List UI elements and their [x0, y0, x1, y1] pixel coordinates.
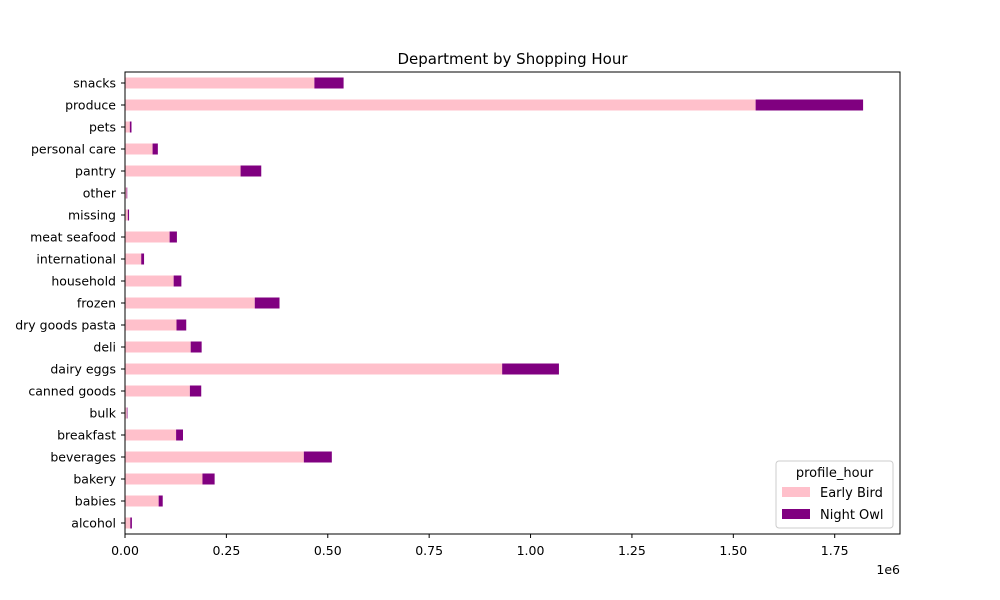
bar-night-owl [202, 473, 215, 485]
bar-early-bird [125, 253, 142, 265]
bar-night-owl [314, 77, 344, 89]
legend: profile_hour Early Bird Night Owl [775, 460, 894, 529]
bar-night-owl [152, 143, 158, 155]
y-tick-label: bakery [73, 472, 116, 487]
y-tick-label: deli [93, 340, 116, 355]
bar-night-owl [141, 253, 145, 265]
bar-night-owl [176, 429, 183, 441]
y-tick-label: alcohol [71, 516, 116, 531]
y-tick-label: household [51, 274, 116, 289]
legend-title: profile_hour [796, 466, 874, 481]
plot-frame [124, 71, 901, 535]
y-tick-label: babies [75, 494, 116, 509]
bar-early-bird [125, 187, 127, 199]
y-tick-label: missing [68, 208, 116, 223]
chart-title: Department by Shopping Hour [397, 50, 628, 68]
y-tick-label: snacks [73, 76, 116, 91]
bars-layer [125, 77, 864, 529]
y-tick-label: produce [65, 98, 116, 113]
y-tick-label: dry goods pasta [15, 318, 116, 333]
bar-early-bird [125, 297, 255, 309]
bar-early-bird [125, 275, 174, 287]
bar-early-bird [125, 495, 159, 507]
bar-night-owl [240, 165, 262, 177]
bar-early-bird [125, 209, 128, 221]
bar-night-owl [303, 451, 332, 463]
y-tick-label: pantry [75, 164, 117, 179]
y-tick-label: pets [89, 120, 116, 135]
legend-label-night-owl: Night Owl [820, 508, 884, 523]
x-tick-label: 1.75 [821, 543, 849, 558]
y-tick-label: personal care [31, 142, 116, 157]
y-tick-label: dairy eggs [50, 362, 116, 377]
y-tick-label: meat seafood [30, 230, 116, 245]
bar-night-owl [129, 121, 132, 133]
bar-night-owl [173, 275, 182, 287]
bar-early-bird [125, 385, 190, 397]
bar-night-owl [189, 385, 202, 397]
x-tick-label: 0.75 [415, 543, 443, 558]
bar-night-owl [190, 341, 202, 353]
legend-swatch-night-owl [782, 509, 810, 519]
x-tick-label: 0.25 [212, 543, 240, 558]
y-tick-label: beverages [50, 450, 116, 465]
bar-early-bird [125, 473, 203, 485]
bar-night-owl [176, 319, 187, 331]
x-tick-label: 1.00 [517, 543, 545, 558]
y-tick-label: breakfast [57, 428, 116, 443]
bar-night-owl [130, 517, 132, 529]
x-axis: 0.00 0.25 0.50 0.75 1.00 1.25 1.50 1.75 [111, 534, 849, 558]
bar-early-bird [125, 99, 756, 111]
bar-night-owl [755, 99, 864, 111]
legend-label-early-bird: Early Bird [820, 486, 883, 501]
bar-night-owl [126, 187, 128, 199]
bar-early-bird [125, 451, 304, 463]
bar-early-bird [125, 517, 131, 529]
y-tick-label: canned goods [28, 384, 116, 399]
x-tick-label: 1.25 [618, 543, 646, 558]
y-tick-label: international [36, 252, 116, 267]
y-axis: alcohol babies bakery beverages breakfast bul… [15, 76, 125, 531]
bar-early-bird [125, 363, 503, 375]
bar-night-owl [254, 297, 280, 309]
bar-early-bird [125, 429, 177, 441]
bar-night-owl [502, 363, 559, 375]
y-tick-label: other [83, 186, 117, 201]
bar-night-owl [158, 495, 163, 507]
y-tick-label: bulk [89, 406, 116, 421]
bar-night-owl [127, 209, 130, 221]
x-tick-label: 0.50 [314, 543, 342, 558]
bar-early-bird [125, 341, 191, 353]
bar-early-bird [125, 407, 127, 419]
bar-early-bird [125, 319, 177, 331]
x-tick-label: 1.50 [719, 543, 747, 558]
bar-night-owl [126, 407, 128, 419]
bar-early-bird [125, 77, 315, 89]
bar-night-owl [169, 231, 177, 243]
bar-early-bird [125, 143, 153, 155]
x-tick-label: 0.00 [111, 543, 139, 558]
legend-swatch-early-bird [782, 487, 810, 497]
bar-early-bird [125, 165, 241, 177]
y-tick-label: frozen [77, 296, 116, 311]
x-axis-offset-label: 1e6 [876, 562, 900, 577]
bar-early-bird [125, 121, 130, 133]
bar-early-bird [125, 231, 170, 243]
